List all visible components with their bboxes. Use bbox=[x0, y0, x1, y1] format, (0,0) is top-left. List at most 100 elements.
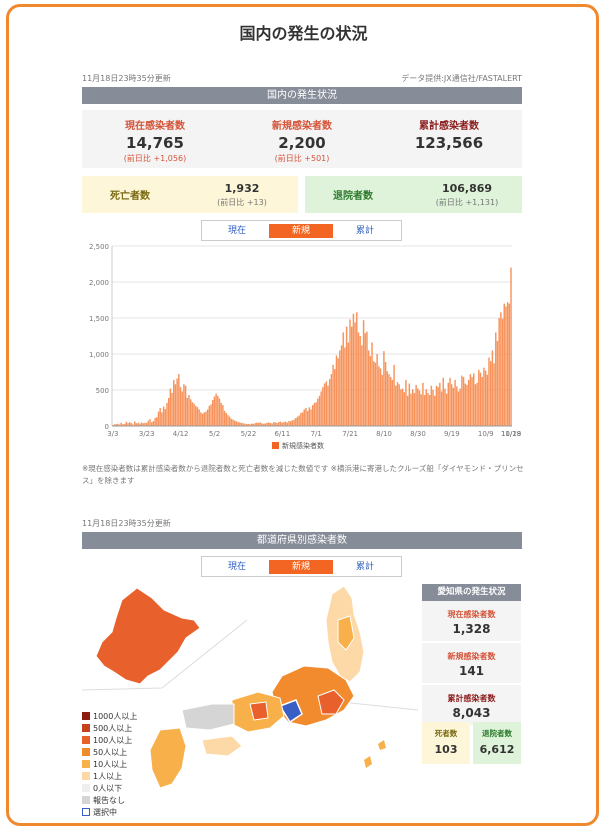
map-legend-item: 0人以下 bbox=[82, 783, 122, 794]
bar bbox=[347, 342, 350, 426]
bar bbox=[427, 392, 429, 426]
x-tick-label: 8/10 bbox=[376, 430, 392, 438]
bar bbox=[310, 409, 312, 426]
tab-new[interactable]: 新規 bbox=[269, 224, 333, 238]
bar bbox=[505, 306, 507, 426]
kyushu-region[interactable] bbox=[149, 727, 187, 789]
y-tick-label: 1,000 bbox=[89, 351, 109, 359]
aichi-new-value: 141 bbox=[458, 664, 485, 678]
bar bbox=[113, 424, 116, 426]
bar bbox=[406, 395, 409, 426]
bar bbox=[457, 391, 460, 426]
bar bbox=[149, 419, 151, 426]
stat-new-value: 2,200 bbox=[278, 134, 326, 152]
bar bbox=[435, 385, 438, 426]
bar bbox=[305, 408, 307, 426]
bar bbox=[464, 383, 466, 426]
bar bbox=[450, 384, 453, 426]
bar bbox=[413, 392, 416, 426]
bar bbox=[115, 424, 117, 426]
x-tick-label: 4/12 bbox=[173, 430, 189, 438]
bar bbox=[501, 318, 504, 426]
bar bbox=[212, 400, 214, 426]
bar bbox=[462, 377, 465, 426]
shikoku-region[interactable] bbox=[201, 735, 243, 757]
bar bbox=[510, 267, 512, 426]
map-legend-item: 500人以上 bbox=[82, 723, 132, 734]
bar bbox=[237, 422, 239, 426]
chart-tabs: 現在 新規 累計 bbox=[201, 220, 402, 241]
bar bbox=[250, 423, 253, 426]
bar bbox=[281, 422, 283, 426]
bar bbox=[408, 383, 411, 426]
bar bbox=[371, 342, 373, 426]
bar bbox=[117, 423, 119, 426]
bar bbox=[306, 410, 309, 426]
stat-current-value: 14,765 bbox=[126, 134, 184, 152]
bar bbox=[112, 424, 114, 426]
bar bbox=[189, 399, 192, 426]
bar bbox=[456, 386, 458, 426]
bar bbox=[322, 387, 324, 426]
bar bbox=[328, 379, 331, 426]
bar bbox=[389, 377, 392, 426]
legend-label: 新規感染者数 bbox=[282, 441, 324, 450]
bar bbox=[139, 423, 141, 426]
osaka-region[interactable] bbox=[249, 701, 269, 721]
kanto-region[interactable] bbox=[317, 689, 345, 715]
bar bbox=[174, 384, 177, 426]
bar bbox=[193, 403, 195, 426]
map-legend-swatch bbox=[82, 712, 90, 720]
bar bbox=[242, 423, 244, 426]
bar bbox=[403, 392, 405, 426]
bar bbox=[412, 389, 414, 426]
bar bbox=[418, 390, 421, 426]
tab-total[interactable]: 累計 bbox=[355, 226, 374, 236]
bar bbox=[164, 409, 166, 426]
map-tab-current[interactable]: 現在 bbox=[227, 562, 246, 572]
bar bbox=[200, 412, 202, 426]
bar bbox=[156, 417, 158, 426]
bar bbox=[161, 412, 163, 426]
map-tab-total[interactable]: 累計 bbox=[355, 562, 374, 572]
bar bbox=[222, 405, 224, 426]
tab-current[interactable]: 現在 bbox=[227, 226, 246, 236]
bar bbox=[362, 320, 365, 426]
bar bbox=[395, 385, 397, 426]
bar bbox=[230, 418, 233, 426]
chugoku-region[interactable] bbox=[181, 703, 235, 731]
map-tab-new[interactable]: 新規 bbox=[269, 560, 333, 574]
bar bbox=[357, 332, 360, 426]
bar bbox=[354, 322, 356, 426]
bar bbox=[495, 332, 497, 426]
map-legend-label: 1人以上 bbox=[93, 772, 123, 781]
bar bbox=[439, 382, 441, 426]
japan-map[interactable] bbox=[82, 580, 418, 820]
map-legend-label: 0人以下 bbox=[93, 784, 123, 793]
aichi-recovered-value: 6,612 bbox=[479, 743, 515, 756]
aichi-deaths-value: 103 bbox=[434, 743, 458, 756]
bar bbox=[384, 361, 387, 426]
bar bbox=[284, 421, 287, 426]
bar bbox=[120, 422, 122, 426]
bar bbox=[137, 422, 139, 426]
okinawa-island-2[interactable] bbox=[378, 740, 386, 750]
bar bbox=[483, 367, 485, 426]
bar bbox=[286, 422, 289, 426]
y-tick-label: 2,000 bbox=[89, 279, 109, 287]
bar bbox=[434, 395, 436, 426]
bar bbox=[506, 302, 509, 426]
x-tick-label: 6/11 bbox=[274, 430, 290, 438]
bar bbox=[503, 303, 505, 426]
recovered-value: 106,869 bbox=[441, 182, 493, 195]
okinawa-island[interactable] bbox=[364, 756, 372, 768]
bar bbox=[171, 392, 173, 426]
bar bbox=[183, 384, 185, 426]
bar bbox=[261, 423, 263, 426]
bar bbox=[145, 423, 148, 426]
aichi-new: 新規感染者数 141 bbox=[422, 643, 521, 685]
bar bbox=[262, 423, 265, 426]
hokkaido-region[interactable] bbox=[95, 587, 201, 685]
tohoku-inner[interactable] bbox=[337, 615, 355, 651]
aichi-selected[interactable] bbox=[278, 699, 303, 724]
